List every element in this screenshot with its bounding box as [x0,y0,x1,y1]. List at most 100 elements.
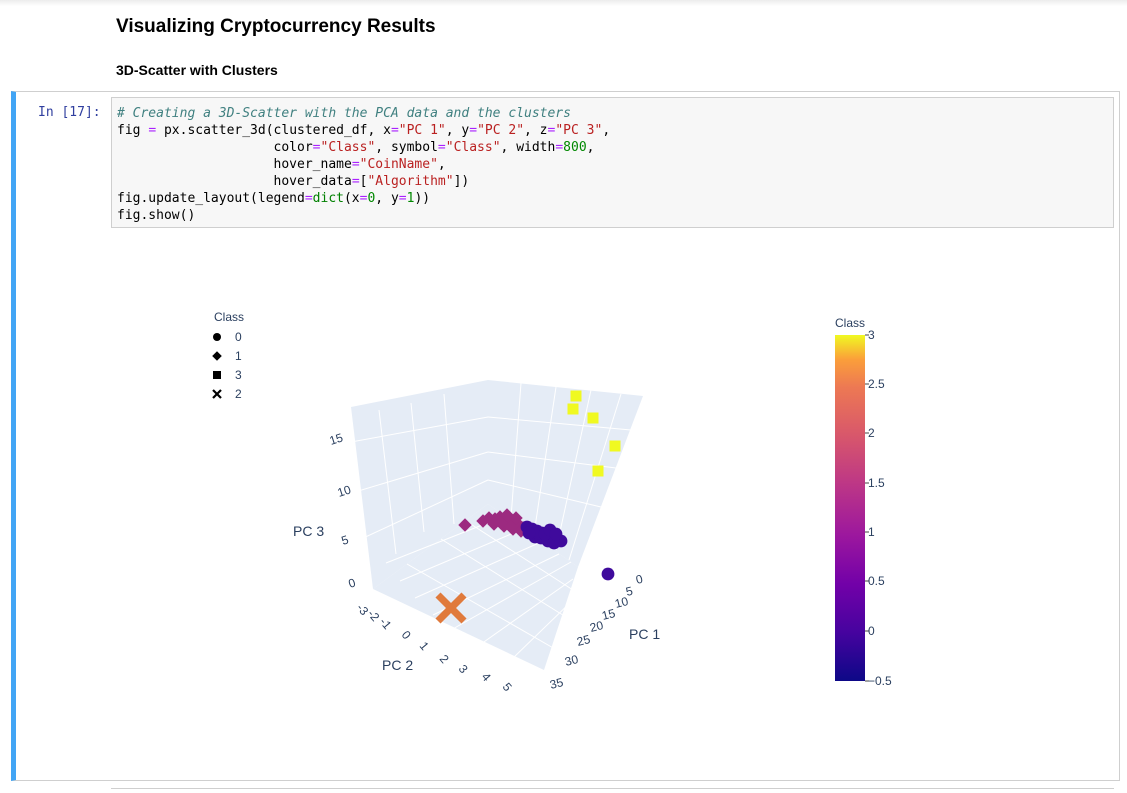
code-token: # Creating a 3D-Scatter with the PCA dat… [117,106,571,121]
code-line: fig = px.scatter_3d(clustered_df, x="PC … [117,122,1108,139]
marker-class-3[interactable] [570,390,582,402]
y-axis-label: PC 2 [382,657,413,673]
marker-class-1[interactable] [494,516,508,530]
code-token: = [359,191,368,206]
colorbar-tick-label: 2 [868,426,875,440]
colorbar-tick-label: −0.5 [868,674,892,688]
code-line: fig.update_layout(legend=dict(x=0, y=1)) [117,190,1108,207]
legend-item-label[interactable]: 3 [235,368,242,382]
marker-class-1[interactable] [504,520,518,534]
code-token: , [602,123,611,138]
code-token: = [351,157,360,172]
code-token: = [437,140,446,155]
legend-marker-x[interactable] [212,389,222,399]
x-tick-label: 25 [575,632,592,649]
colorbar-tick-label: 1 [868,525,875,539]
y-tick-label: 3 [456,662,471,676]
colorbar-tick-label: 0 [868,624,875,638]
x-tick-label: 35 [548,675,565,692]
x-tick-label: 20 [588,618,605,635]
code-line: hover_name="CoinName", [117,156,1108,173]
code-token: = [547,123,556,138]
code-token: = [555,140,564,155]
scene[interactable] [350,380,643,670]
code-token: "Class" [320,140,376,155]
code-token: = [469,123,478,138]
marker-class-2[interactable] [435,592,467,624]
code-line: fig.show() [117,207,1108,224]
marker-class-1[interactable] [509,511,523,525]
legend-item-label[interactable]: 0 [235,330,242,344]
cell-prompt: In [17]: [38,105,101,120]
marker-class-3[interactable] [592,465,604,477]
code-token: = [304,191,313,206]
x-axis-label: PC 1 [629,626,660,642]
code-token: = [312,140,321,155]
code-token: "Class" [445,140,501,155]
code-token: 800 [563,140,587,155]
code-token: = [398,191,407,206]
y-tick-label: 1 [417,639,432,653]
code-token: "Algorithm" [367,174,454,189]
z-tick-label: 15 [328,430,345,448]
legend-marker-circle[interactable] [213,333,221,341]
marker-class-3[interactable] [567,403,579,415]
code-token: [ [359,174,368,189]
legend-item-label[interactable]: 2 [235,387,242,401]
marker-class-3[interactable] [587,412,599,424]
legend-item-label[interactable]: 1 [235,349,242,363]
marker-class-0[interactable] [601,567,615,581]
colorbar-tick-label: 2.5 [868,377,885,391]
legend-title: Class [214,310,244,324]
code-token: , symbol [375,140,438,155]
code-token: 0 [367,191,376,206]
x-tick-label: 15 [600,606,617,623]
x-tick-label: 5 [624,584,634,599]
z-tick-label: 0 [347,575,358,590]
marker-class-0[interactable] [549,527,563,541]
code-token: hover_data [117,174,352,189]
marker-class-3[interactable] [609,440,621,452]
marker-class-1[interactable] [458,518,472,532]
y-tick-label: 0 [399,628,414,642]
legend-marker-diamond[interactable] [212,351,222,361]
code-editor[interactable]: # Creating a 3D-Scatter with the PCA dat… [111,97,1114,228]
code-token: 1 [406,191,415,206]
code-token: dict [312,191,344,206]
scene-pane-back-right [488,380,643,567]
y-tick-label: 5 [500,680,515,694]
x-tick-label: 10 [613,594,630,611]
y-tick-label: 4 [479,670,494,684]
colorbar-tick-label: 1.5 [868,476,885,490]
scene-gridlines [350,382,632,661]
notebook-top-bar [0,0,1127,6]
code-token: , [437,157,446,172]
code-token: "PC 1" [398,123,446,138]
legend-marker-square[interactable] [213,371,221,379]
legend[interactable]: 0 1 3 2 [212,330,242,401]
marker-class-0[interactable] [522,526,536,540]
section-heading: Visualizing Cryptocurrency Results [116,16,436,37]
y-tick-label: 2 [437,652,452,666]
code-token: fig.update_layout(legend [117,191,305,206]
code-line: # Creating a 3D-Scatter with the PCA dat… [117,105,1108,122]
z-axis-label: PC 3 [293,523,324,539]
code-token: , y [375,191,399,206]
colorbar-ticks: 3 2.5 2 1.5 1 0.5 0 −0.5 [865,328,892,688]
colorbar[interactable] [835,335,865,681]
next-cell-edge [111,788,1114,793]
code-token: = [351,174,360,189]
section-subheading: 3D-Scatter with Clusters [116,62,278,78]
code-token: ]) [453,174,470,189]
data-markers[interactable] [435,390,621,624]
code-token: "PC 2" [477,123,525,138]
code-token: (x [343,191,360,206]
z-axis-ticks: 0 5 10 15 [328,430,358,591]
code-token: )) [414,191,431,206]
scene-pane-floor [373,504,578,670]
code-token: "CoinName" [359,157,438,172]
z-tick-label: 10 [336,482,353,500]
